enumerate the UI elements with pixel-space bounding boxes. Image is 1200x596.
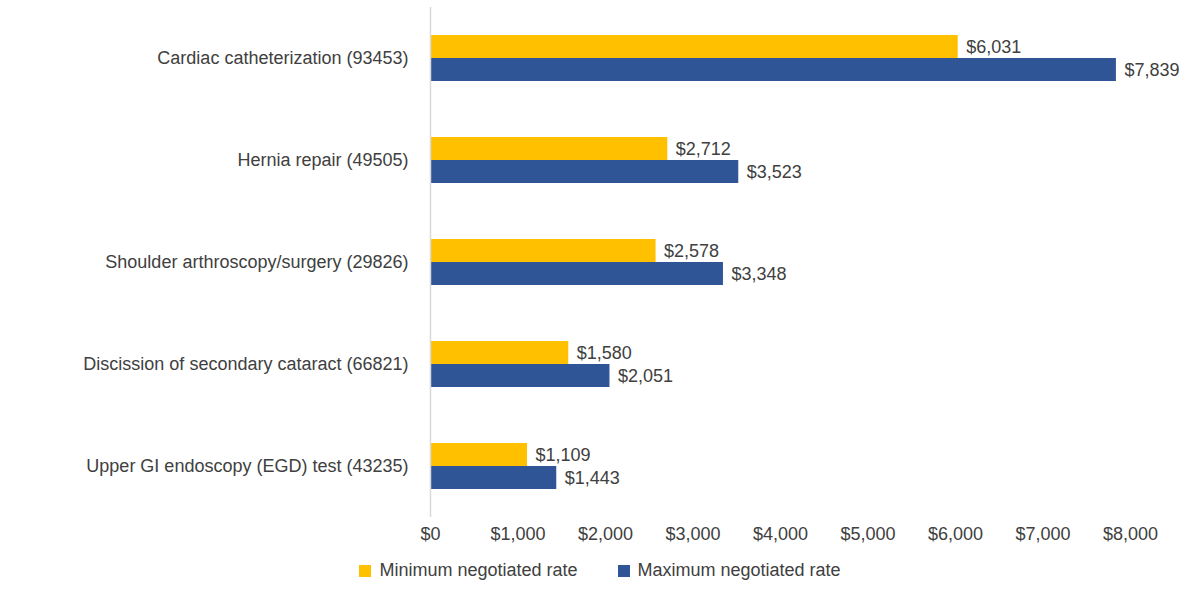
svg-text:$3,000: $3,000 [665, 524, 720, 544]
svg-text:$2,578: $2,578 [664, 241, 719, 261]
svg-text:Shoulder arthroscopy/surgery (: Shoulder arthroscopy/surgery (29826) [105, 252, 408, 272]
svg-text:$7,839: $7,839 [1124, 60, 1179, 80]
svg-text:$7,000: $7,000 [1015, 524, 1070, 544]
html-text:Minimum negotiated rate: Minimum negotiated rate [379, 560, 578, 580]
svg-text:Upper GI endoscopy (EGD) test: Upper GI endoscopy (EGD) test (43235) [86, 456, 408, 476]
svg-text:$2,000: $2,000 [578, 524, 633, 544]
svg-text:$6,031: $6,031 [966, 37, 1021, 57]
svg-text:$1,109: $1,109 [536, 445, 591, 465]
svg-text:$3,523: $3,523 [747, 162, 802, 182]
svg-text:$0: $0 [420, 524, 440, 544]
svg-text:Hernia repair (49505): Hernia repair (49505) [237, 150, 408, 170]
svg-text:$2,712: $2,712 [676, 139, 731, 159]
svg-text:$1,443: $1,443 [565, 468, 620, 488]
svg-text:$8,000: $8,000 [1103, 524, 1158, 544]
svg-text:Discission of secondary catara: Discission of secondary cataract (66821) [83, 354, 408, 374]
svg-text:$1,580: $1,580 [577, 343, 632, 363]
svg-text:Cardiac catheterization (93453: Cardiac catheterization (93453) [157, 48, 408, 68]
svg-text:$1,000: $1,000 [490, 524, 545, 544]
svg-text:$3,348: $3,348 [731, 264, 786, 284]
html-text:Maximum negotiated rate: Maximum negotiated rate [637, 560, 841, 580]
svg-text:$2,051: $2,051 [618, 366, 673, 386]
svg-text:$4,000: $4,000 [753, 524, 808, 544]
svg-text:$5,000: $5,000 [840, 524, 895, 544]
svg-text:$6,000: $6,000 [928, 524, 983, 544]
